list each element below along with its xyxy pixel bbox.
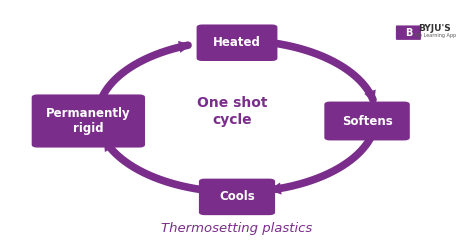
Text: The Learning App: The Learning App [413,33,456,38]
Text: Thermosetting plastics: Thermosetting plastics [161,222,313,235]
Text: One shot
cycle: One shot cycle [197,96,268,127]
Text: BYJU'S: BYJU'S [418,24,451,33]
Text: Heated: Heated [213,36,261,49]
FancyBboxPatch shape [324,102,410,140]
Text: B: B [405,28,412,38]
Text: Cools: Cools [219,190,255,203]
FancyBboxPatch shape [396,25,421,40]
FancyBboxPatch shape [199,179,275,215]
Text: Softens: Softens [342,114,392,128]
Text: Permanently
rigid: Permanently rigid [46,107,131,135]
FancyBboxPatch shape [197,24,277,61]
FancyBboxPatch shape [32,94,145,148]
